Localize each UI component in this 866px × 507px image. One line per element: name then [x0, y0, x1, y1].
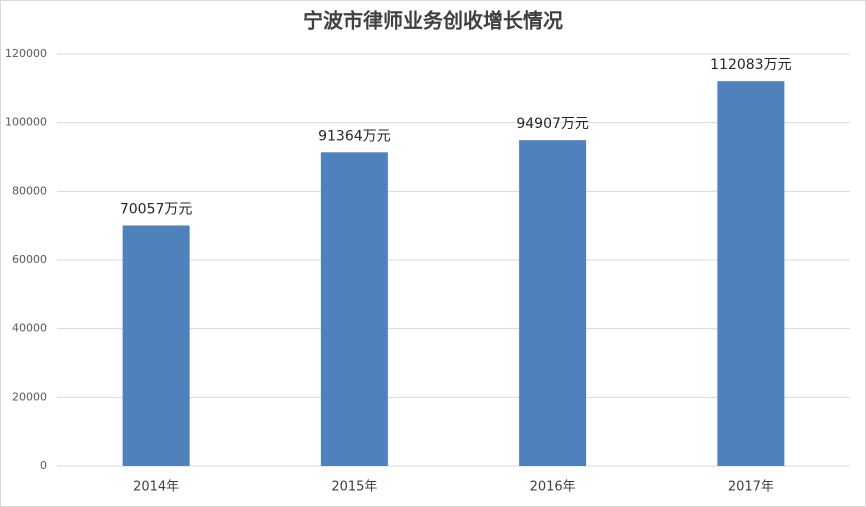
bar: [320, 152, 388, 466]
bar: [717, 81, 785, 466]
x-tick-label: 2017年: [728, 480, 774, 495]
bar: [122, 225, 190, 466]
value-label: 70057万元: [120, 201, 193, 217]
value-label: 94907万元: [516, 116, 589, 132]
x-tick-label: 2014年: [133, 480, 179, 495]
x-tick-label: 2015年: [331, 480, 377, 495]
y-tick-label: 20000: [12, 390, 47, 403]
x-tick-label: 2016年: [530, 480, 576, 495]
y-tick-label: 60000: [12, 253, 47, 266]
y-tick-label: 40000: [12, 322, 47, 335]
y-tick-label: 100000: [5, 116, 47, 129]
y-tick-label: 120000: [5, 47, 47, 60]
value-label: 91364万元: [318, 128, 391, 144]
bar: [519, 140, 587, 466]
y-tick-label: 0: [40, 459, 47, 472]
value-label: 112083万元: [710, 57, 791, 73]
y-tick-label: 80000: [12, 184, 47, 197]
chart-title: 宁波市律师业务创收增长情况: [303, 9, 563, 33]
